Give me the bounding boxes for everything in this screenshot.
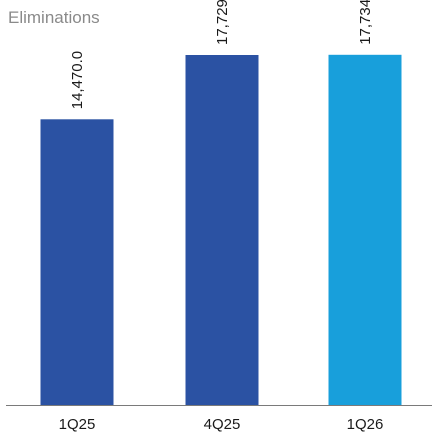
value-label-1q25: 14,470.0 xyxy=(69,51,86,109)
tick-label-1q25: 1Q25 xyxy=(59,416,96,432)
tick-labels-group: 1Q25 4Q25 1Q26 xyxy=(59,416,384,432)
bars-group xyxy=(40,54,402,406)
value-label-1q26: 17,734.9 xyxy=(357,0,374,45)
value-label-4q25: 17,729.7 xyxy=(214,0,231,45)
tick-label-1q26: 1Q26 xyxy=(347,416,384,432)
bar-1q26 xyxy=(328,54,402,406)
value-labels-group: 14,470.0 17,729.7 17,734.9 xyxy=(69,0,374,109)
bar-1q25 xyxy=(40,119,114,406)
chart-subtitle: Eliminations xyxy=(8,8,100,27)
bar-4q25 xyxy=(185,55,259,405)
tick-label-4q25: 4Q25 xyxy=(204,416,241,432)
